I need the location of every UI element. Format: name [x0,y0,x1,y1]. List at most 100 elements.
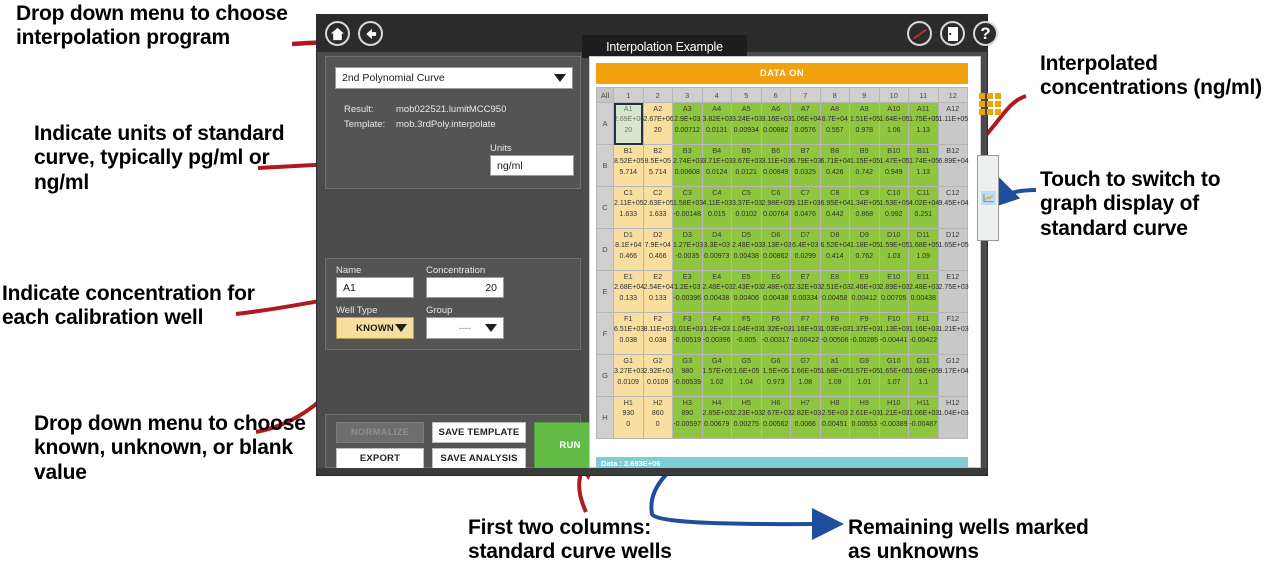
plate-well-C8[interactable]: C8 6.95E+04 0.442 [819,186,851,229]
plate-well-H8[interactable]: H8 2.5E+03 0.00451 [819,396,850,439]
plate-well-B8[interactable]: B8 6.71E+04 0.426 [819,144,851,187]
plate-well-D3[interactable]: D3 1.27E+03 -0.0035 [672,228,703,271]
plate-well-G4[interactable]: G4 1.57E+05 1.02 [701,354,733,397]
plate-well-C10[interactable]: C10 1.53E+05 0.992 [878,186,910,229]
plate-well-G1[interactable]: G1 3.27E+03 0.0109 [613,354,644,397]
plate-well-E5[interactable]: E5 2.43E+03 0.00406 [731,270,762,313]
export-button[interactable]: EXPORT [336,448,424,469]
plate-well-H4[interactable]: H4 2.85E+03 0.00679 [701,396,733,439]
plate-well-H11[interactable]: H11 1.06E+03 -0.00487 [908,396,939,439]
plate-well-E8[interactable]: E8 2.51E+03 0.00458 [819,270,851,313]
plate-well-B2[interactable]: B2 8.5E+05 5.714 [642,144,673,187]
plate-well-G11[interactable]: G11 1.69E+05 1.1 [908,354,939,397]
plate-well-E12[interactable]: E12 2.75E+03 [937,270,969,313]
plate-well-A10[interactable]: A10 1.64E+05 1.06 [878,102,910,145]
plate-well-E1[interactable]: E1 2.68E+04 0.133 [613,270,644,313]
column-header-6[interactable]: 6 [760,87,791,103]
plate-well-E2[interactable]: E2 2.54E+04 0.133 [642,270,674,313]
plate-well-B12[interactable]: B12 6.89E+04 [937,144,969,187]
well-type-select[interactable]: KNOWN [336,317,414,339]
plate-well-F11[interactable]: F11 1.16E+03 -0.00422 [908,312,939,355]
question-mark-icon[interactable]: ? [973,21,998,46]
plate-well-C11[interactable]: C11 4.02E+04 0.251 [908,186,939,229]
plate-well-H9[interactable]: H9 2.61E+03 0.00553 [849,396,880,439]
plate-well-D7[interactable]: D7 6.4E+03 0.0299 [790,228,821,271]
normalize-button[interactable]: NORMALIZE [336,422,424,443]
plate-well-A9[interactable]: A9 1.51E+05 0.978 [849,102,880,145]
group-select[interactable]: ---- [426,317,504,339]
column-header-2[interactable]: 2 [642,87,673,103]
plate-well-G3[interactable]: G3 980 -0.00539 [672,354,703,397]
column-header-12[interactable]: 12 [937,87,968,103]
column-header-1[interactable]: 1 [613,87,644,103]
plate-well-E3[interactable]: E3 1.2E+03 -0.00396 [672,270,703,313]
select-all-header[interactable]: All [596,87,614,103]
plate-well-C9[interactable]: C9 1.34E+05 0.868 [849,186,880,229]
plate-well-A1[interactable]: A1 2.69E+06 20 [613,102,644,145]
plate-well-F9[interactable]: F9 1.37E+03 -0.00285 [849,312,880,355]
row-header-A[interactable]: A [596,102,614,145]
plate-well-E7[interactable]: E7 2.32E+03 0.00334 [790,270,821,313]
plate-well-G12[interactable]: G12 9.17E+04 [937,354,969,397]
save-template-button[interactable]: SAVE TEMPLATE [432,422,526,443]
column-header-8[interactable]: 8 [819,87,850,103]
row-header-C[interactable]: C [596,186,614,229]
plate-well-C3[interactable]: C3 1.58E+03 -0.00148 [672,186,703,229]
plate-well-a1[interactable]: a1 1.68E+05 1.09 [819,354,851,397]
plate-well-H2[interactable]: H2 860 0 [642,396,673,439]
plate-well-D9[interactable]: D9 1.18E+05 0.762 [849,228,880,271]
back-arrow-icon[interactable] [358,21,383,46]
column-header-11[interactable]: 11 [908,87,939,103]
plate-well-A11[interactable]: A11 1.75E+05 1.13 [908,102,939,145]
plate-well-D10[interactable]: D10 1.59E+05 1.03 [878,228,910,271]
row-header-B[interactable]: B [596,144,614,187]
plate-well-A5[interactable]: A5 3.24E+03 0.00934 [731,102,762,145]
plate-grid[interactable]: All 1 2 3 4 5 6 7 8 9 10 11 12 A A1 2.69E+06 20 A2 2.67E+… [596,87,969,439]
plate-well-B6[interactable]: B6 3.11E+03 0.00849 [760,144,791,187]
plate-well-G2[interactable]: G2 2.92E+03 0.0109 [642,354,674,397]
plate-well-H1[interactable]: H1 930 0 [613,396,644,439]
plate-well-F12[interactable]: F12 1.21E+03 [937,312,969,355]
plate-well-B7[interactable]: B7 6.79E+03 0.0325 [790,144,821,187]
plate-well-E6[interactable]: E6 2.48E+03 0.00438 [760,270,792,313]
plate-well-B3[interactable]: B3 2.74E+03 0.00608 [672,144,703,187]
plate-well-E11[interactable]: E11 2.48E+03 0.00438 [908,270,939,313]
graph-display-toggle[interactable] [977,155,999,241]
plate-well-B11[interactable]: B11 1.74E+05 1.13 [908,144,939,187]
plate-well-D2[interactable]: D2 7.9E+04 0.466 [642,228,673,271]
units-input[interactable]: ng/ml [490,155,574,176]
row-header-H[interactable]: H [596,396,614,439]
plate-well-G9[interactable]: G9 1.57E+05 1.01 [849,354,880,397]
plate-well-F4[interactable]: F4 1.2E+03 -0.00396 [701,312,732,355]
plate-well-F6[interactable]: F6 1.32E+03 -0.00317 [760,312,792,355]
column-header-9[interactable]: 9 [849,87,880,103]
plate-well-D12[interactable]: D12 1.65E+05 [937,228,969,271]
column-header-3[interactable]: 3 [672,87,703,103]
plate-well-C2[interactable]: C2 2.63E+05 1.633 [642,186,674,229]
plate-well-A3[interactable]: A3 2.9E+03 0.00712 [672,102,703,145]
plate-well-B4[interactable]: B4 3.71E+03 0.0124 [701,144,733,187]
plate-well-G5[interactable]: G5 1.6E+05 1.04 [731,354,762,397]
plate-well-C6[interactable]: C6 2.98E+03 0.00764 [760,186,792,229]
plate-well-D4[interactable]: D4 3.3E+03 0.00973 [701,228,732,271]
column-header-4[interactable]: 4 [701,87,732,103]
plate-well-H5[interactable]: H5 2.23E+03 0.00275 [731,396,762,439]
plate-well-H10[interactable]: H10 1.21E+03 -0.00389 [878,396,910,439]
row-header-F[interactable]: F [596,312,614,355]
name-input[interactable]: A1 [336,277,414,298]
plate-well-D8[interactable]: D8 6.52E+04 0.414 [819,228,851,271]
column-header-5[interactable]: 5 [731,87,762,103]
plate-well-A8[interactable]: A8 8.7E+04 0.557 [819,102,850,145]
interpolation-program-select[interactable]: 2nd Polynomial Curve [335,67,573,89]
plate-well-B1[interactable]: B1 8.52E+05 5.714 [613,144,644,187]
plate-well-E9[interactable]: E9 2.46E+03 0.00412 [849,270,880,313]
plate-well-H6[interactable]: H6 2.67E+03 0.00562 [760,396,792,439]
plate-well-F8[interactable]: F8 1.03E+03 -0.00506 [819,312,851,355]
plate-well-H12[interactable]: H12 1.04E+03 [937,396,969,439]
plate-well-D5[interactable]: D5 2.48E+03 0.00438 [731,228,762,271]
plate-well-A6[interactable]: A6 3.16E+03 0.00882 [760,102,792,145]
plate-well-A4[interactable]: A4 3.82E+03 0.0131 [701,102,733,145]
plate-well-D11[interactable]: D11 1.68E+05 1.09 [908,228,939,271]
plate-well-E10[interactable]: E10 2.89E+03 0.00705 [878,270,910,313]
grid-3x3-icon[interactable] [979,93,1001,115]
